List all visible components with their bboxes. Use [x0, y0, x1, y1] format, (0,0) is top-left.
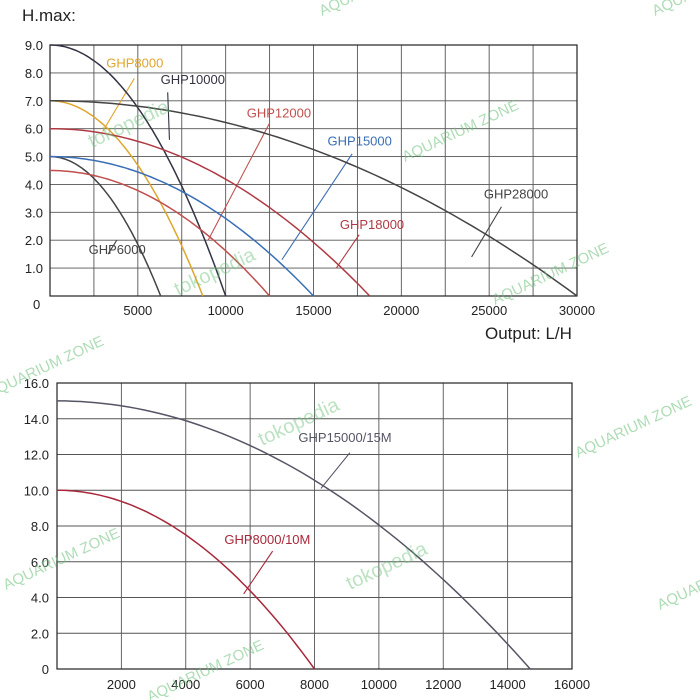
y-tick-label: 0 [42, 662, 49, 677]
series-line-ghp10000 [49, 44, 227, 297]
x-tick-label: 8000 [300, 677, 329, 692]
y-tick-label: 1.0 [25, 261, 43, 276]
y-tick-label: 7.0 [25, 94, 43, 109]
y-tick-label: 10.0 [24, 483, 49, 498]
series-label-ghp6000: GHP6000 [89, 242, 146, 257]
chart-top-series: GHP6000 GHP8000 GHP10000 GHP12000 GHP15000 GH… [49, 44, 578, 297]
series-label-ghp10000: GHP10000 [161, 72, 225, 87]
y-tick-label: 9.0 [25, 38, 43, 53]
y-tick-label: 14.0 [24, 412, 49, 427]
series-leader-ghp10000 [167, 92, 171, 140]
watermark-aquarium-zone: AQUARIUM ZONE [655, 545, 700, 614]
x-tick-label: 4000 [171, 677, 200, 692]
series-label-ghp28000: GHP28000 [484, 186, 548, 201]
x-tick-label: 10000 [208, 303, 244, 318]
watermark-aquarium-zone: AQUARIUM ZONE [490, 240, 612, 309]
chart-top: H.max: 0 5000 10000 15000 20000 25000 30000 1.… [22, 6, 595, 343]
series-line-ghp8000-10m [57, 489, 316, 670]
chart-top-y-ticks: 1.0 2.0 3.0 4.0 5.0 6.0 7.0 8.0 9.0 [25, 38, 43, 276]
series-leader-ghp12000 [207, 122, 271, 241]
y-tick-label: 2.0 [31, 626, 49, 641]
y-tick-label: 8.0 [25, 66, 43, 81]
chart-bottom-y-ticks: 0 2.0 4.0 6.0 8.0 10.0 12.0 14.0 16.0 [24, 376, 49, 677]
series-line-ghp28000 [50, 100, 578, 297]
x-tick-label: 0 [33, 297, 40, 312]
series-label-ghp8000: GHP8000 [106, 55, 163, 70]
y-tick-label: 3.0 [25, 205, 43, 220]
watermark-aquarium-zone: AQUARIUM ZONE [0, 333, 107, 402]
watermark-aquarium-zone: AQUARIUM ZONE [317, 0, 439, 20]
x-tick-label: 2000 [107, 677, 136, 692]
series-leader-ghp15000-15m [320, 452, 351, 489]
watermark-aquarium-zone: AQUARIUM ZONE [650, 0, 700, 20]
series-leader-ghp28000 [471, 206, 502, 258]
series-line-ghp15000-15m [57, 400, 531, 670]
series-line-ghp6000 [50, 155, 162, 297]
watermark-aquarium-zone: AQUARIUM ZONE [1, 525, 123, 594]
y-tick-label: 16.0 [24, 376, 49, 391]
chart-bottom-series: GHP15000/15M GHP8000/10M [57, 400, 531, 670]
y-tick-label: 2.0 [25, 233, 43, 248]
series-line-ghp18000 [50, 127, 371, 297]
y-tick-label: 4.0 [25, 177, 43, 192]
x-tick-label: 6000 [236, 677, 265, 692]
x-tick-label: 10000 [361, 677, 397, 692]
chart-bottom-x-ticks: 2000 4000 6000 8000 10000 12000 14000 16000 [107, 677, 590, 692]
watermark-tokopedia: tokopedia [343, 538, 432, 595]
series-leader-ghp15000 [281, 153, 353, 261]
watermark-aquarium-zone: AQUARIUM ZONE [400, 97, 522, 166]
x-tick-label: 30000 [559, 303, 595, 318]
x-tick-label: 25000 [471, 303, 507, 318]
x-tick-label: 20000 [383, 303, 419, 318]
series-line-ghp15000 [50, 155, 315, 297]
y-tick-label: 4.0 [31, 591, 49, 606]
series-leader-ghp8000 [102, 78, 135, 132]
series-line-ghp12000 [50, 169, 271, 297]
x-tick-label: 15000 [295, 303, 331, 318]
chart-top-x-axis-label: Output: L/H [485, 324, 572, 343]
y-tick-label: 6.0 [31, 555, 49, 570]
x-tick-label: 5000 [123, 303, 152, 318]
y-tick-label: 5.0 [25, 150, 43, 165]
series-leader-ghp8000-10m [243, 550, 274, 595]
chart-top-x-ticks: 0 5000 10000 15000 20000 25000 30000 [33, 297, 595, 318]
y-tick-label: 8.0 [31, 519, 49, 534]
series-label-ghp15000-15m: GHP15000/15M [298, 430, 391, 445]
series-label-ghp12000: GHP12000 [247, 106, 311, 121]
x-tick-label: 12000 [425, 677, 461, 692]
y-tick-label: 6.0 [25, 122, 43, 137]
series-line-ghp8000 [50, 100, 204, 297]
x-tick-label: 14000 [490, 677, 526, 692]
series-leader-ghp18000 [335, 234, 360, 269]
chart-bottom-grid [57, 383, 572, 669]
y-tick-label: 12.0 [24, 448, 49, 463]
series-label-ghp8000-10m: GHP8000/10M [224, 532, 310, 547]
series-leader-ghp6000 [107, 239, 118, 255]
x-tick-label: 16000 [554, 677, 590, 692]
chart-top-grid [50, 45, 577, 296]
chart-top-title: H.max: [22, 6, 76, 25]
series-label-ghp18000: GHP18000 [340, 217, 404, 232]
watermark-aquarium-zone: AQUARIUM ZONE [573, 393, 695, 462]
series-label-ghp15000: GHP15000 [328, 133, 392, 148]
chart-bottom: 2000 4000 6000 8000 10000 12000 14000 16000 0 2.… [24, 376, 590, 692]
